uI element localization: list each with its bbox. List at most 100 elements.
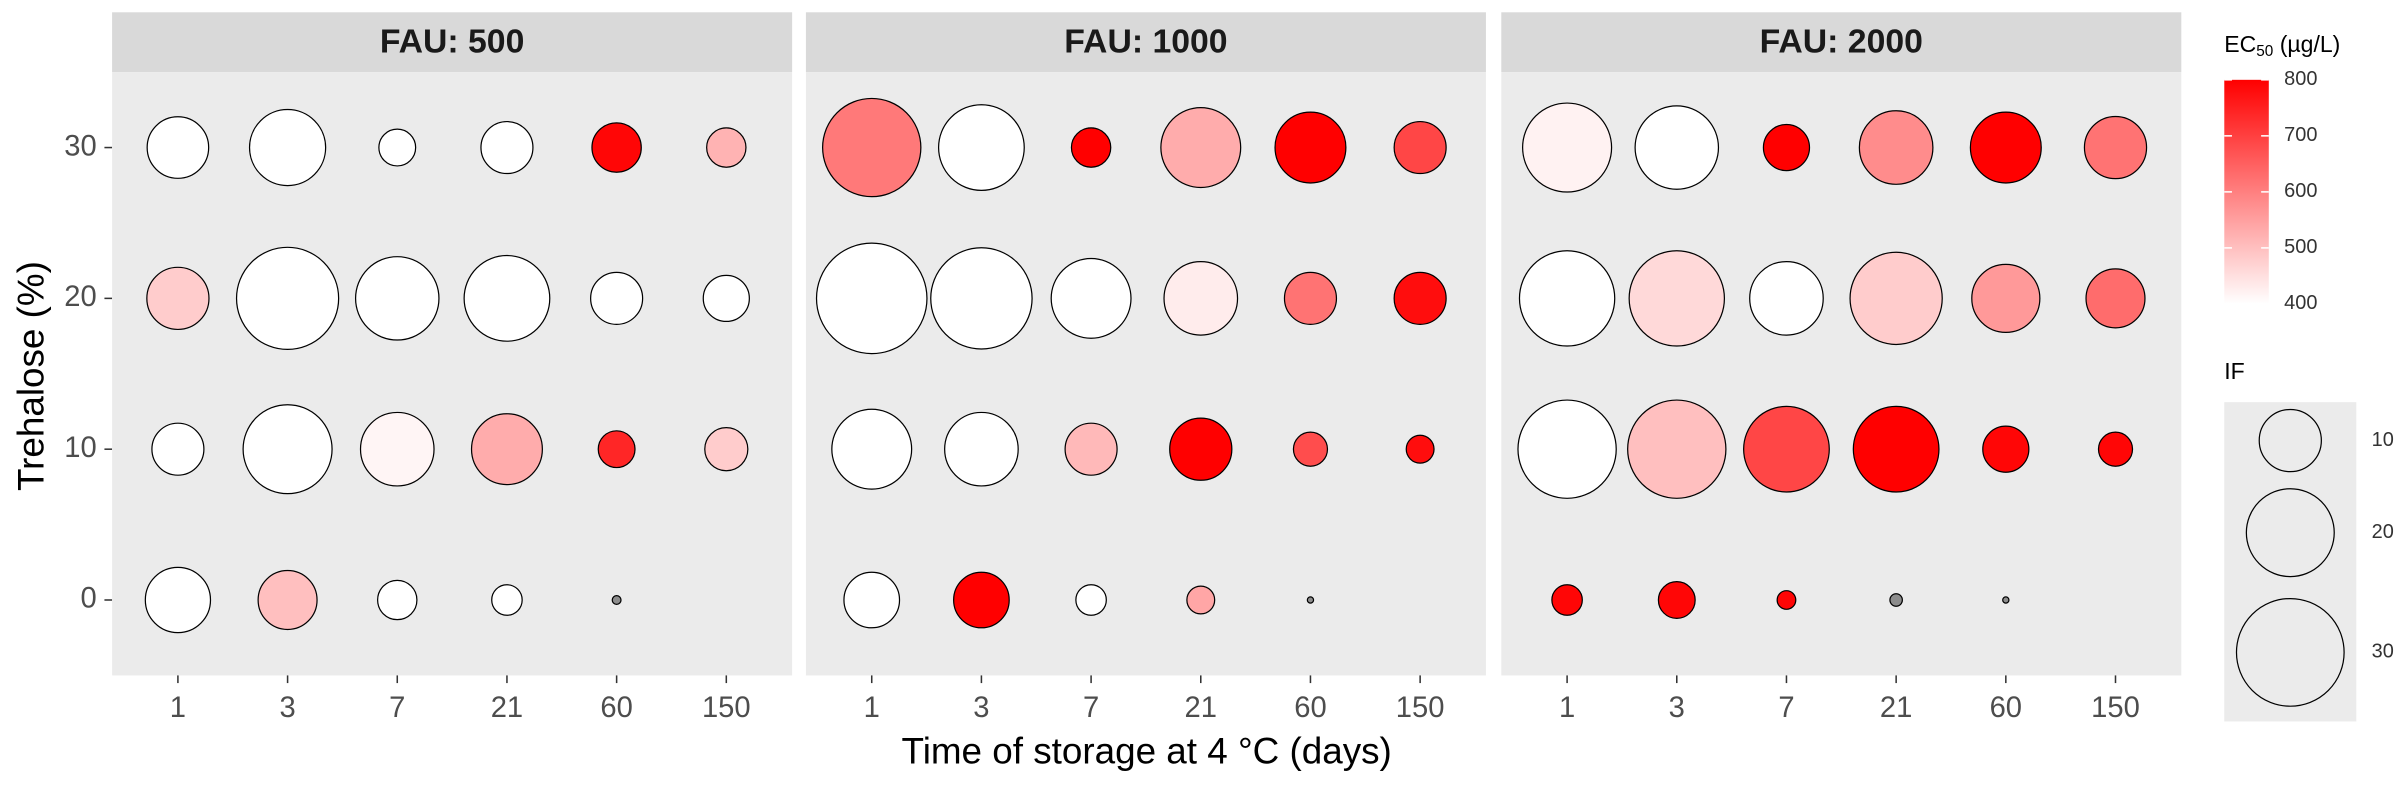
bubble xyxy=(1971,263,2041,334)
bubble xyxy=(1657,581,1696,619)
bubble xyxy=(930,247,1033,350)
bubble xyxy=(235,246,340,351)
bubble xyxy=(1405,434,1435,464)
bubble xyxy=(146,116,210,179)
bubble xyxy=(1858,110,1934,185)
bubble xyxy=(944,411,1019,487)
panel-background xyxy=(1501,72,2182,676)
x-tick-label: 21 xyxy=(1880,692,1912,724)
x-tick-label: 21 xyxy=(491,692,523,724)
bubble xyxy=(1283,271,1338,325)
y-tick-label: 10 xyxy=(64,432,96,464)
bubble xyxy=(1274,111,1347,184)
bubble xyxy=(2085,268,2146,329)
bubble xyxy=(611,594,622,606)
colorbar-label: 500 xyxy=(2284,236,2317,258)
strip-background xyxy=(112,12,793,73)
strip-background xyxy=(1501,12,2182,73)
bubble xyxy=(1306,596,1315,604)
bubble xyxy=(706,127,747,168)
bubble xyxy=(359,411,435,487)
x-tick-label: 3 xyxy=(973,692,989,724)
bubble xyxy=(377,579,418,621)
colorbar-title-sub: 50 xyxy=(2256,43,2273,60)
size-label: 10 xyxy=(2372,429,2394,451)
x-tick-label: 60 xyxy=(600,692,632,724)
bubble xyxy=(146,266,210,331)
bubble xyxy=(1551,584,1583,616)
size-key xyxy=(2235,597,2345,707)
size-key xyxy=(2258,408,2322,473)
bubble xyxy=(1522,102,1613,193)
bubble xyxy=(953,571,1010,629)
bubble xyxy=(815,242,928,355)
y-tick-label: 0 xyxy=(81,583,97,615)
panel-title: FAU: 2000 xyxy=(1760,23,1923,61)
bubble xyxy=(144,566,212,634)
colorbar-title-main: EC xyxy=(2224,31,2256,57)
bubble xyxy=(1852,405,1940,493)
bubble xyxy=(242,404,333,495)
bubble xyxy=(2002,596,2010,604)
bubble xyxy=(1169,417,1233,481)
bubble xyxy=(1749,260,1824,336)
bubble xyxy=(248,108,327,187)
bubble xyxy=(591,122,642,173)
panel-title: FAU: 500 xyxy=(380,23,524,61)
x-tick-label: 7 xyxy=(1778,692,1794,724)
bubble xyxy=(491,584,523,616)
bubble xyxy=(2083,115,2148,180)
y-axis-title: Trehalose (%) xyxy=(11,261,52,491)
x-tick-label: 1 xyxy=(170,692,186,724)
colorbar-label: 800 xyxy=(2284,68,2317,90)
bubble xyxy=(1070,127,1112,168)
bubble xyxy=(1634,105,1720,190)
bubble xyxy=(1518,250,1616,347)
bubble xyxy=(1762,123,1811,172)
bubble xyxy=(151,422,205,476)
bubble xyxy=(1292,431,1329,467)
bubble xyxy=(463,254,551,342)
colorbar-label: 700 xyxy=(2284,124,2317,146)
strip-background xyxy=(805,12,1486,73)
size-label: 30 xyxy=(2372,641,2394,663)
size-key xyxy=(2245,488,2335,578)
bubble xyxy=(822,97,922,198)
bubble xyxy=(702,274,750,323)
size-legend-background xyxy=(2224,402,2357,722)
panel-background xyxy=(805,72,1486,676)
colorbar-label: 400 xyxy=(2284,292,2317,314)
bubble xyxy=(1628,250,1726,347)
x-tick-label: 3 xyxy=(279,692,295,724)
bubble xyxy=(937,104,1025,191)
x-tick-label: 1 xyxy=(864,692,880,724)
x-tick-label: 60 xyxy=(1294,692,1326,724)
x-tick-label: 150 xyxy=(1396,692,1445,724)
bubble xyxy=(1776,590,1797,610)
x-tick-label: 7 xyxy=(389,692,405,724)
bubble xyxy=(1982,425,2030,473)
bubble xyxy=(704,427,749,472)
bubble xyxy=(1160,107,1242,189)
size-label: 20 xyxy=(2372,521,2394,543)
x-tick-label: 7 xyxy=(1083,692,1099,724)
bubble xyxy=(1517,399,1617,499)
bubble xyxy=(1393,271,1447,325)
y-tick-label: 20 xyxy=(64,281,96,313)
x-tick-label: 21 xyxy=(1185,692,1217,724)
bubble xyxy=(1743,405,1830,493)
bubble xyxy=(2097,431,2134,467)
x-tick-label: 150 xyxy=(2091,692,2140,724)
colorbar-title: EC50 (µg/L) xyxy=(2224,31,2340,60)
bubble xyxy=(1889,593,1903,607)
bubble xyxy=(843,571,901,629)
x-tick-label: 150 xyxy=(702,692,751,724)
bubble xyxy=(480,120,534,175)
bubble xyxy=(1849,251,1943,346)
bubble xyxy=(1064,422,1118,476)
bubble xyxy=(378,128,417,167)
bubble xyxy=(1050,257,1132,339)
x-tick-label: 1 xyxy=(1559,692,1575,724)
panel-title: FAU: 1000 xyxy=(1064,23,1227,61)
